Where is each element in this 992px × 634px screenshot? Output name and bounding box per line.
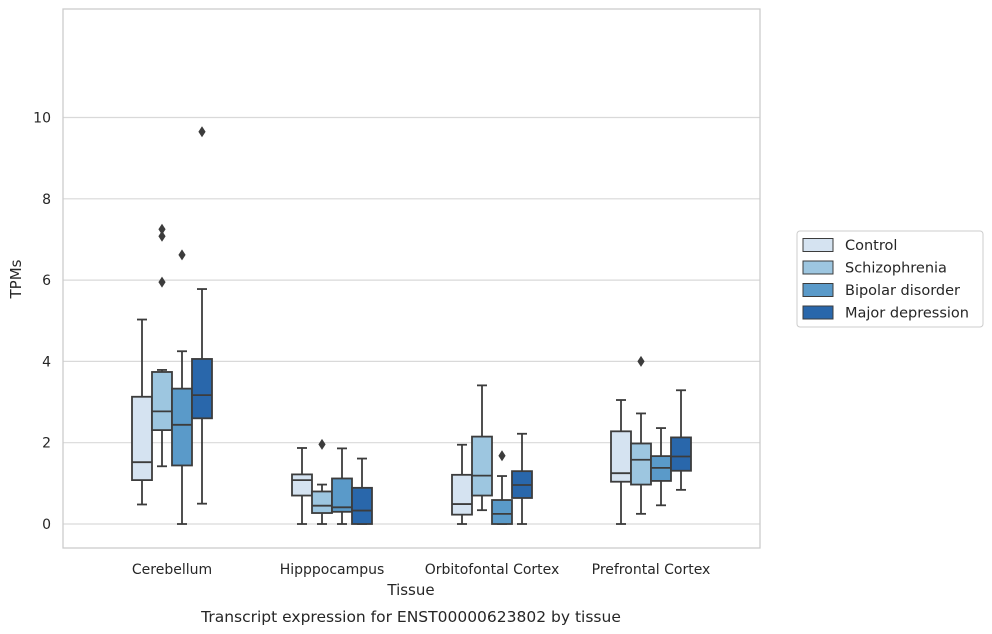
y-tick-label: 6 — [42, 273, 51, 289]
plot-frame — [62, 8, 761, 549]
y-tick-label: 2 — [42, 436, 51, 452]
legend-label: Control — [845, 238, 897, 254]
box-3-3 — [670, 389, 692, 491]
outlier-point — [198, 126, 206, 138]
box-2-1 — [471, 384, 493, 512]
box-0-1 — [151, 223, 173, 468]
y-tick-label: 8 — [42, 192, 51, 208]
box-iqr — [610, 430, 632, 483]
legend: Control Schizophrenia Bipolar disorder Majo… — [796, 230, 984, 328]
x-tick-labels: Cerebellum Hipppocampus Orbitofontal Corte… — [132, 562, 710, 578]
legend-swatch — [802, 238, 834, 252]
outlier-point — [158, 230, 166, 242]
outlier-point — [158, 223, 166, 235]
box-2-2 — [491, 450, 513, 525]
legend-label: Major depression — [845, 306, 969, 322]
box-iqr — [630, 442, 652, 486]
box-iqr — [451, 473, 473, 516]
outlier-point — [178, 249, 186, 261]
box-0-2 — [171, 249, 193, 525]
box-3-2 — [650, 427, 672, 507]
box-1-3 — [351, 457, 373, 525]
box-iqr — [151, 371, 173, 431]
box-iqr — [351, 486, 373, 525]
legend-label: Bipolar disorder — [845, 283, 960, 299]
box-2-0 — [451, 443, 473, 525]
box-1-0 — [291, 447, 313, 525]
x-tick-label: Hipppocampus — [280, 562, 385, 578]
box-2-3 — [511, 432, 533, 525]
outlier-point — [637, 355, 645, 367]
legend-label: Schizophrenia — [845, 261, 947, 277]
y-axis-label: TPMs — [7, 259, 25, 299]
y-tick-label: 4 — [42, 354, 51, 370]
box-iqr — [131, 395, 153, 481]
x-tick-label: Prefrontal Cortex — [592, 562, 711, 578]
box-iqr — [670, 436, 692, 472]
box-0-0 — [131, 318, 153, 506]
legend-swatch — [802, 305, 834, 320]
y-tick-label: 10 — [33, 111, 51, 127]
box-groups — [131, 126, 692, 525]
outlier-point — [498, 450, 506, 462]
legend-swatch — [802, 260, 834, 275]
box-iqr — [311, 490, 333, 514]
legend-swatch — [802, 283, 834, 297]
chart-caption: Transcript expression for ENST0000062380… — [200, 608, 621, 626]
box-0-3 — [191, 126, 213, 505]
box-iqr — [471, 435, 493, 497]
y-tick-label: 0 — [42, 517, 51, 533]
x-tick-label: Orbitofontal Cortex — [425, 562, 560, 578]
outlier-point — [158, 276, 166, 288]
box-iqr — [491, 499, 513, 525]
outlier-point — [318, 438, 326, 450]
box-iqr — [171, 387, 193, 467]
box-1-2 — [331, 447, 353, 525]
legend-frame — [796, 230, 984, 328]
x-tick-label: Cerebellum — [132, 562, 212, 578]
box-iqr — [191, 358, 213, 420]
box-iqr — [291, 473, 313, 497]
x-axis-label: Tissue — [386, 581, 434, 599]
y-tick-labels: 0 2 4 6 8 10 — [33, 111, 51, 534]
